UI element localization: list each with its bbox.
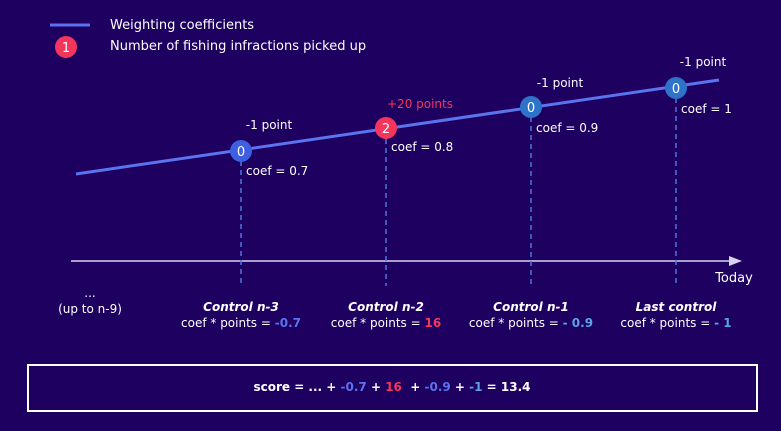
control-infraction-marker [230, 140, 252, 162]
control-points-label: -1 point [680, 55, 727, 69]
control-name: Control n-1 [493, 300, 569, 314]
weighting-coefficient-line [75, 78, 720, 176]
legend-marker-number: 1 [62, 41, 70, 56]
timeline-arrow-icon [729, 256, 742, 266]
control-coef-label: coef = 1 [681, 102, 732, 116]
control-points-label: -1 point [537, 76, 584, 90]
control-n-2: +20 points 2 coef = 0.8 Control n-2 coef… [331, 97, 454, 330]
legend-line-label: Weighting coefficients [110, 18, 254, 33]
control-infraction-marker [665, 77, 687, 99]
control-coef-label: coef = 0.7 [246, 164, 308, 178]
control-formula: coef * points = - 1 [620, 316, 731, 330]
earlier-ellipsis: ... [84, 286, 95, 300]
control-last: -1 point 0 coef = 1 Last control coef * … [620, 55, 731, 330]
control-infraction-count: 2 [382, 122, 390, 137]
legend: Weighting coefficients 1 Number of fishi… [50, 18, 366, 58]
control-infraction-marker [520, 96, 542, 118]
legend-marker-swatch [55, 36, 77, 58]
score-box: score = ... + -0.7 + 16 + -0.9 + -1 = 13… [27, 364, 758, 412]
score-box-border [27, 364, 758, 412]
control-infraction-marker [375, 117, 397, 139]
control-points-label: -1 point [246, 118, 293, 132]
control-formula: coef * points = -0.7 [181, 316, 301, 330]
control-name: Control n-2 [348, 300, 424, 314]
control-n-1: -1 point 0 coef = 0.9 Control n-1 coef *… [469, 76, 598, 330]
control-coef-label: coef = 0.9 [536, 121, 598, 135]
score-formula: score = ... + -0.7 + 16 + -0.9 + -1 = 13… [253, 380, 530, 394]
control-infraction-count: 0 [527, 101, 535, 116]
earlier-label: (up to n-9) [58, 302, 122, 316]
control-formula: coef * points = 16 [331, 316, 441, 330]
control-infraction-count: 0 [237, 145, 245, 160]
today-label: Today [714, 271, 753, 286]
control-name: Control n-3 [203, 300, 279, 314]
control-name: Last control [636, 300, 718, 314]
legend-marker-label: Number of fishing infractions picked up [110, 39, 366, 54]
control-coef-label: coef = 0.8 [391, 140, 453, 154]
control-n-3: -1 point 0 coef = 0.7 Control n-3 coef *… [181, 118, 308, 330]
control-formula: coef * points = - 0.9 [469, 316, 593, 330]
timeline-axis: Today ... (up to n-9) [58, 256, 753, 316]
control-points-label: +20 points [387, 97, 453, 111]
control-infraction-count: 0 [672, 82, 680, 97]
